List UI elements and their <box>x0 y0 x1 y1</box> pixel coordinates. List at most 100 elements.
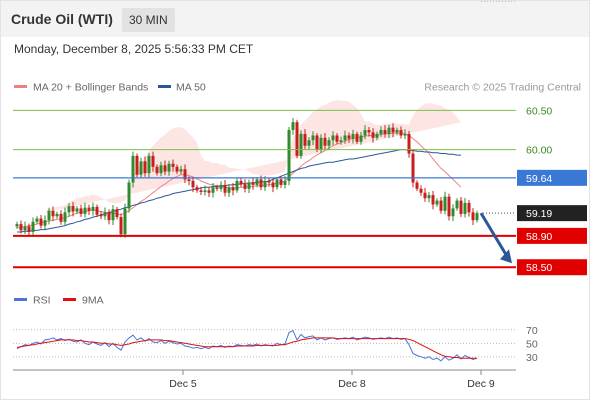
candle <box>211 187 215 193</box>
timeframe-badge[interactable]: 30 MIN <box>122 8 175 32</box>
x-tick-label: Dec 8 <box>338 378 366 390</box>
price-plot <box>15 100 479 238</box>
candle <box>331 135 335 141</box>
candle <box>339 140 343 142</box>
candle <box>439 200 443 211</box>
candle <box>223 184 227 193</box>
candle <box>27 226 31 232</box>
candle <box>247 182 251 189</box>
candle <box>343 135 347 141</box>
resistance-label-60.00: 60.00 <box>526 145 552 157</box>
candle <box>399 130 403 136</box>
candle <box>71 206 75 212</box>
ma50-line <box>17 149 461 233</box>
copyright-text: Research © 2025 Trading Central <box>424 82 581 94</box>
candle <box>443 196 447 211</box>
candle <box>395 130 399 133</box>
candle <box>263 180 267 188</box>
candle <box>279 179 283 185</box>
candle <box>403 133 407 136</box>
candle <box>203 190 207 192</box>
candle <box>387 127 391 134</box>
candle <box>243 184 247 189</box>
candle <box>363 130 367 136</box>
resistance-label-60.50: 60.50 <box>526 105 552 117</box>
ma20-legend-label: MA 20 + Bollinger Bands <box>33 82 148 94</box>
candle <box>63 212 67 222</box>
candle <box>359 135 363 142</box>
candle <box>315 135 319 150</box>
candle <box>459 200 463 214</box>
candle <box>51 210 55 217</box>
candle <box>391 127 395 133</box>
candle <box>327 140 331 146</box>
candle <box>23 226 27 231</box>
candle <box>215 187 219 189</box>
candle <box>475 213 479 221</box>
candle <box>99 214 103 217</box>
candle <box>455 200 459 209</box>
support-label-58.50: 58.50 <box>526 262 552 274</box>
candle <box>227 187 231 193</box>
candle <box>311 135 315 141</box>
candle <box>179 169 183 172</box>
candle <box>411 153 415 183</box>
candle <box>199 190 203 192</box>
rsi-legend-swatch <box>14 298 27 301</box>
candle <box>467 202 471 213</box>
bollinger-band <box>17 100 461 219</box>
x-axis: Dec 5 Dec 8 Dec 9 <box>13 369 516 390</box>
candle <box>59 213 63 222</box>
candle <box>131 155 135 183</box>
candle <box>163 165 167 172</box>
candle <box>355 133 359 142</box>
candle <box>367 130 371 133</box>
forecast-arrow-head <box>500 249 512 264</box>
candle <box>159 165 163 174</box>
forecast-arrow-line <box>479 212 509 258</box>
candle <box>287 130 291 181</box>
candle <box>347 135 351 139</box>
candle <box>187 179 191 181</box>
candle <box>303 133 307 146</box>
price-legend: MA 20 + Bollinger Bands MA 50 Research ©… <box>14 82 581 94</box>
candle <box>447 196 451 217</box>
rsi-tick-70: 70 <box>526 325 538 337</box>
candle <box>87 207 91 211</box>
candle <box>15 224 19 227</box>
ma20-line <box>16 132 462 229</box>
candle <box>291 122 295 131</box>
candle <box>351 133 355 139</box>
current-price-box <box>517 205 587 222</box>
candle <box>135 155 139 175</box>
candle <box>19 224 23 231</box>
candle <box>323 137 327 146</box>
candle <box>39 218 43 226</box>
candle <box>451 208 455 217</box>
candle <box>231 187 235 191</box>
candle <box>371 132 375 138</box>
candle <box>379 130 383 134</box>
candle <box>295 122 299 156</box>
x-tick-label: Dec 5 <box>169 378 197 390</box>
candle <box>95 206 99 215</box>
ma50-legend-swatch <box>158 85 171 88</box>
candle <box>67 206 71 213</box>
candle <box>267 180 271 183</box>
candle <box>151 155 155 167</box>
rsi-tick-50: 50 <box>526 338 538 350</box>
candle <box>47 210 51 221</box>
candle <box>319 137 323 150</box>
price-levels: 60.50 60.00 59.64 59.19 58.90 58.50 <box>13 1 587 276</box>
candle <box>283 180 287 185</box>
candle <box>251 182 255 185</box>
candle <box>139 161 143 175</box>
candle <box>415 182 419 189</box>
9ma-legend-label: 9MA <box>82 295 104 307</box>
ma20-legend-swatch <box>14 85 27 88</box>
candle <box>115 209 119 218</box>
candle <box>31 221 35 232</box>
candle <box>427 195 431 199</box>
